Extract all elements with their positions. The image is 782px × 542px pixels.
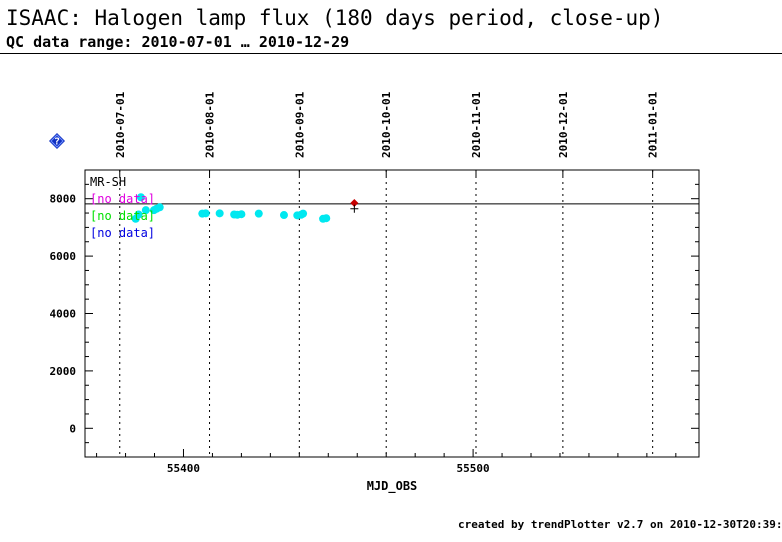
- latest-data-point: [350, 199, 359, 208]
- data-point: [134, 210, 143, 219]
- data-point: [141, 206, 150, 215]
- legend: MR-SH [no data] [no data] [no data]: [90, 175, 155, 240]
- data-point: [136, 193, 145, 202]
- x-tick-label: 55500: [457, 462, 490, 475]
- y-tick-label: 4000: [50, 308, 77, 321]
- date-tick-label: 2010-08-01: [204, 91, 217, 158]
- data-points: [131, 193, 359, 223]
- data-point: [155, 203, 164, 212]
- data-point: [299, 209, 308, 218]
- legend-entry: [no data]: [90, 226, 155, 240]
- data-point: [279, 211, 288, 220]
- date-tick-label: 2010-11-01: [470, 91, 483, 158]
- date-tick-label: 2010-10-01: [380, 91, 393, 158]
- page-title: ISAAC: Halogen lamp flux (180 days perio…: [6, 6, 664, 30]
- average-cross-marker: [350, 204, 359, 213]
- data-point: [254, 209, 263, 218]
- data-point: [322, 214, 331, 223]
- x-axis: 55400 55500: [96, 449, 677, 475]
- y-axis: 0 2000 4000 6000 8000: [50, 169, 699, 444]
- y-tick-label: 2000: [50, 365, 77, 378]
- date-tick-label: 2010-07-01: [114, 91, 127, 158]
- data-point: [237, 210, 246, 219]
- date-tick-label: 2010-09-01: [293, 91, 306, 158]
- header-divider: [0, 53, 782, 54]
- date-tick-labels: 2010-07-01 2010-08-01 2010-09-01 2010-10-01…: [114, 91, 660, 158]
- legend-entry: [no data]: [90, 209, 155, 223]
- x-axis-label: MJD_OBS: [367, 479, 418, 494]
- y-tick-label: 8000: [50, 193, 77, 206]
- legend-entry: [no data]: [90, 192, 155, 206]
- help-diamond-icon[interactable]: ?: [49, 133, 65, 149]
- plot-frame: [84, 169, 700, 458]
- qc-date-range: QC data range: 2010-07-01 … 2010-12-29: [6, 33, 350, 51]
- date-tick-label: 2010-12-01: [557, 91, 570, 158]
- y-tick-label: 6000: [50, 250, 77, 263]
- legend-entry: MR-SH: [90, 175, 126, 189]
- footer-credit: created by trendPlotter v2.7 on 2010-12-…: [458, 518, 782, 531]
- date-gridlines: [119, 170, 654, 457]
- svg-text:?: ?: [54, 137, 60, 148]
- data-point: [201, 209, 210, 218]
- data-point: [215, 209, 224, 218]
- y-tick-label: 0: [69, 422, 76, 435]
- date-tick-label: 2011-01-01: [647, 91, 660, 158]
- x-tick-label: 55400: [167, 462, 200, 475]
